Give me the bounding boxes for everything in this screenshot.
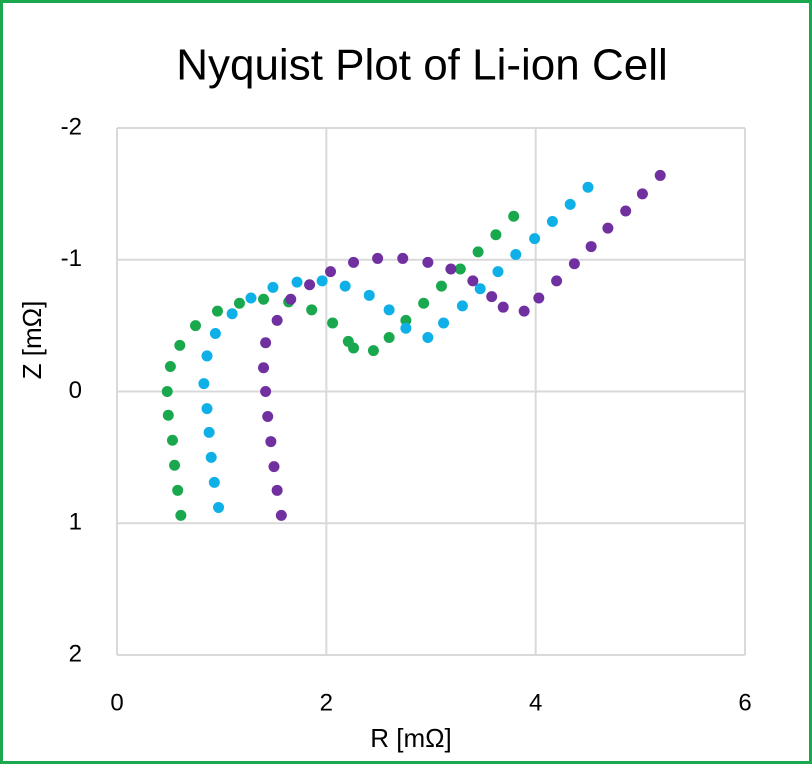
data-point <box>260 337 272 349</box>
data-point <box>422 331 434 343</box>
data-point <box>306 304 318 316</box>
data-point <box>582 181 594 193</box>
data-point <box>508 210 520 222</box>
data-point <box>474 283 486 295</box>
x-tick-label: 0 <box>110 689 123 716</box>
y-axis-label: Z [mΩ] <box>17 301 47 380</box>
data-point <box>271 314 283 326</box>
data-point <box>201 350 213 362</box>
data-point <box>510 248 522 260</box>
data-point <box>497 301 509 313</box>
data-point <box>233 297 245 309</box>
data-point <box>262 411 274 423</box>
y-tick-label: -2 <box>61 113 82 140</box>
data-point <box>339 280 351 292</box>
x-tick-label: 4 <box>529 689 542 716</box>
data-point <box>602 222 614 234</box>
data-point <box>172 484 184 496</box>
data-point <box>198 378 210 390</box>
data-point <box>620 205 632 217</box>
data-point <box>190 320 201 332</box>
y-tick-label: 0 <box>69 377 82 404</box>
data-point <box>529 233 541 245</box>
data-point <box>367 345 379 357</box>
data-point <box>258 293 270 305</box>
data-point <box>166 434 178 446</box>
data-point <box>492 266 504 278</box>
data-point <box>467 275 479 287</box>
y-tick-label: 1 <box>69 509 82 536</box>
data-point <box>265 436 277 448</box>
data-point <box>201 403 213 415</box>
data-point <box>348 256 360 268</box>
x-tick-label: 2 <box>320 689 333 716</box>
data-point <box>445 263 457 275</box>
data-point <box>211 305 223 317</box>
data-point <box>551 275 563 287</box>
data-point <box>348 342 360 354</box>
data-point <box>383 331 395 343</box>
x-axis-label: R [mΩ] <box>370 723 452 753</box>
data-point <box>162 409 174 421</box>
x-tick-label: 6 <box>738 689 751 716</box>
chart-title: Nyquist Plot of Li-ion Cell <box>176 41 668 90</box>
data-point <box>397 252 409 264</box>
data-point <box>271 484 283 496</box>
data-point <box>400 322 412 334</box>
data-point <box>383 304 395 316</box>
data-point <box>316 275 328 287</box>
data-point <box>205 451 217 463</box>
data-point <box>213 501 225 513</box>
data-point <box>161 386 173 397</box>
data-point <box>208 476 220 488</box>
data-point <box>258 362 270 374</box>
data-point <box>438 317 450 329</box>
data-point <box>546 216 558 228</box>
y-tick-label: -1 <box>61 245 82 272</box>
data-point <box>285 293 297 305</box>
data-point <box>304 279 316 291</box>
data-point <box>372 252 384 264</box>
data-point <box>226 308 238 320</box>
data-point <box>585 241 597 253</box>
data-point <box>268 461 280 473</box>
data-point <box>174 339 186 351</box>
data-point <box>267 281 279 293</box>
data-point <box>169 459 181 471</box>
data-point <box>400 314 412 326</box>
data-point <box>175 509 187 521</box>
y-tick-label: 2 <box>69 640 82 667</box>
data-point <box>209 328 221 340</box>
data-point <box>486 291 498 303</box>
data-point <box>164 360 176 372</box>
data-point <box>454 263 466 275</box>
data-point <box>325 266 337 278</box>
data-point <box>636 188 648 200</box>
data-point <box>260 386 272 397</box>
data-point <box>245 292 257 304</box>
data-point <box>418 297 430 309</box>
data-point <box>327 317 339 329</box>
data-point <box>456 300 468 312</box>
data-point <box>363 289 375 301</box>
data-point <box>422 256 434 268</box>
data-point <box>533 292 545 304</box>
data-point <box>568 258 580 270</box>
data-point <box>518 305 530 317</box>
data-point <box>490 229 502 241</box>
data-point <box>291 276 303 288</box>
data-point <box>472 246 484 258</box>
data-point <box>435 280 447 292</box>
data-point <box>275 509 287 521</box>
data-point <box>203 426 215 438</box>
data-point <box>654 169 666 181</box>
data-point <box>564 198 576 210</box>
